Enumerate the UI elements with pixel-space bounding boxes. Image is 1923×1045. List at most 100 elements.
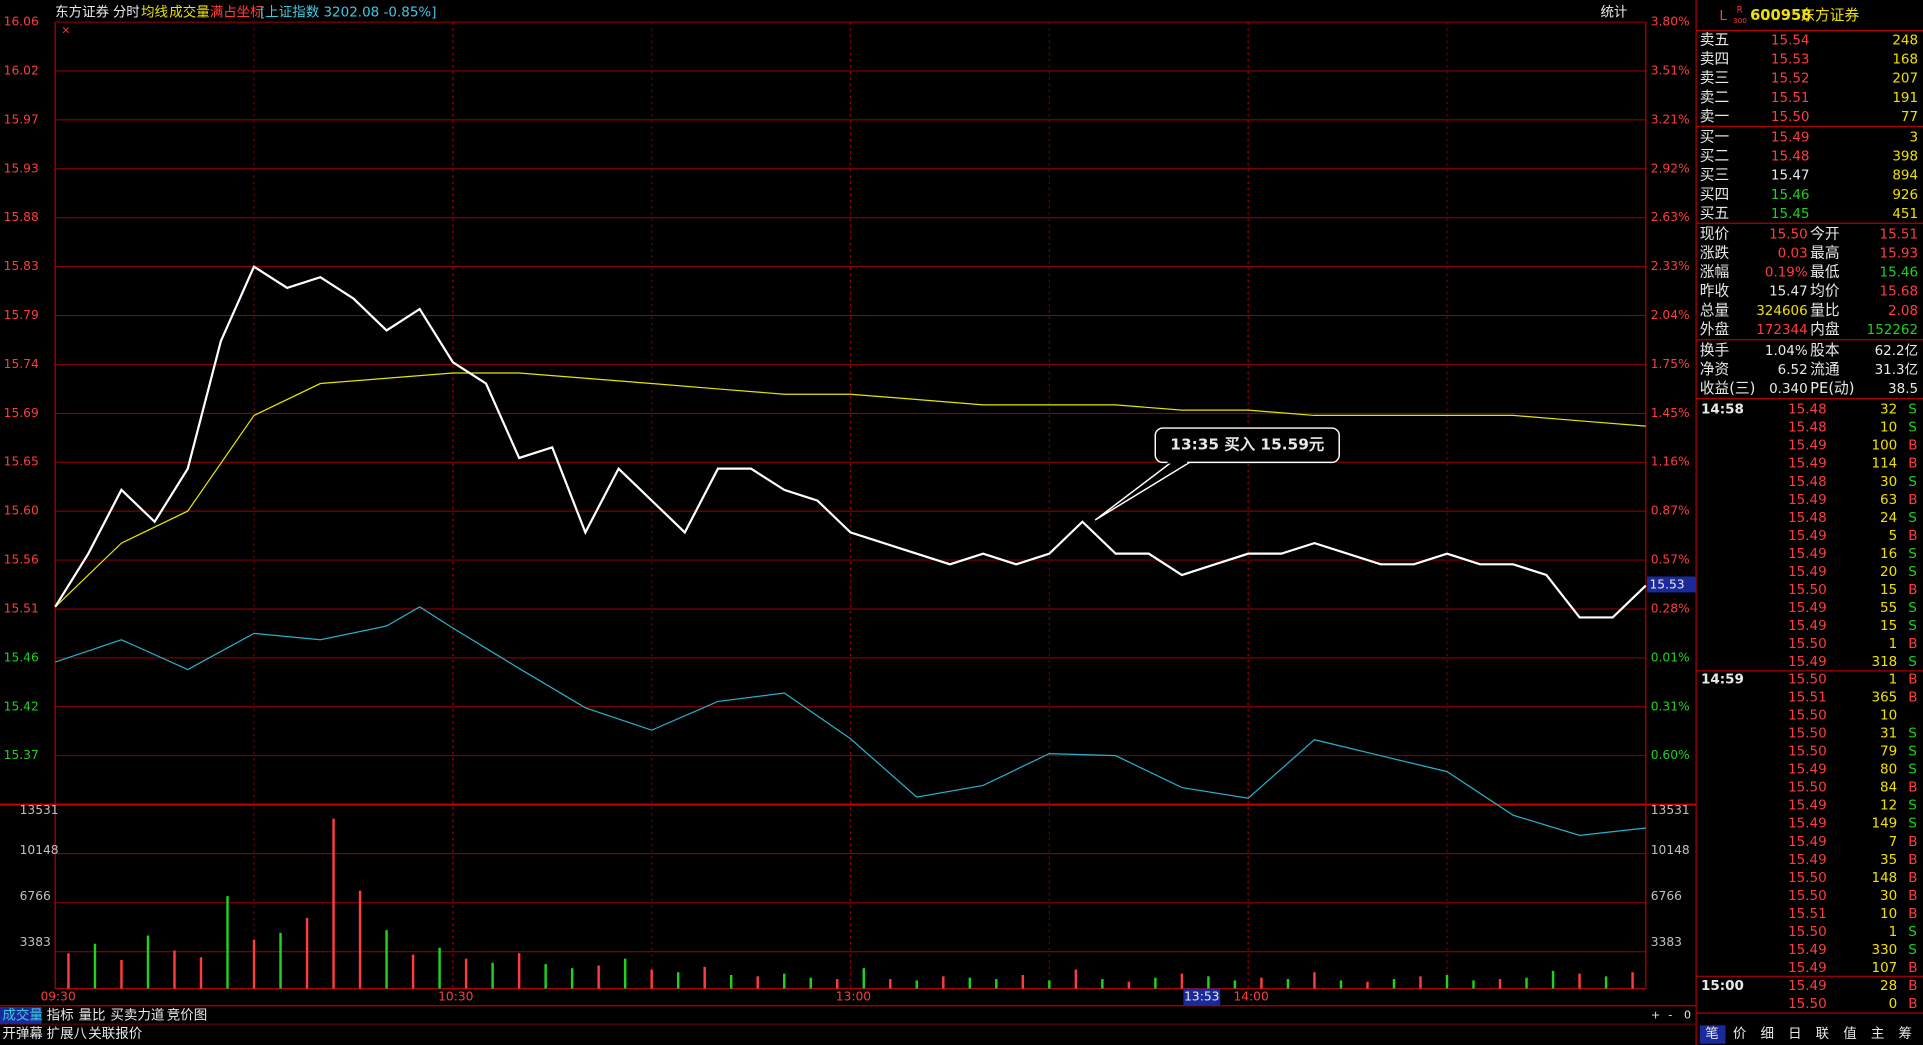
bottom-tab[interactable]: 成交量 xyxy=(2,1007,42,1024)
quote-label: 涨跌 xyxy=(1700,244,1730,261)
tick-volume: 84 xyxy=(1880,780,1897,796)
toolbar-item[interactable]: 满占坐标 xyxy=(210,4,264,20)
book-label: 买三 xyxy=(1700,167,1729,184)
tick-price: 15.50 xyxy=(1788,726,1827,742)
tick-side: B xyxy=(1908,456,1917,472)
bottom-tab[interactable]: 竞价图 xyxy=(167,1007,207,1024)
pct-tick-label: 3.51% xyxy=(1651,63,1690,77)
quote-label: 最低 xyxy=(1810,264,1840,281)
toolbar-item[interactable]: 成交量 xyxy=(169,3,209,20)
close-icon[interactable]: × xyxy=(61,24,70,37)
pct-tick-label: 2.63% xyxy=(1651,210,1690,224)
volume-bar xyxy=(1419,976,1422,989)
current-price-label: 15.53 xyxy=(1650,578,1685,592)
volume-bar xyxy=(1392,979,1396,989)
tick-price: 15.50 xyxy=(1788,744,1827,760)
volume-bar xyxy=(358,890,362,989)
book-label: 买五 xyxy=(1700,205,1729,222)
panel-tab[interactable]: 日 xyxy=(1788,1026,1801,1042)
stats-button[interactable]: 统计 xyxy=(1600,4,1627,20)
toolbar-item[interactable]: 均线 xyxy=(141,4,168,20)
volume-bar xyxy=(1154,977,1157,989)
fund-value: 1.04% xyxy=(1765,343,1808,359)
price-tick-label: 16.06 xyxy=(4,15,39,29)
volume-bar xyxy=(570,968,574,989)
tick-price: 15.50 xyxy=(1788,888,1827,904)
book-price: 15.51 xyxy=(1771,90,1810,106)
panel-tab[interactable]: 值 xyxy=(1843,1026,1856,1042)
book-label: 卖二 xyxy=(1700,89,1729,106)
tick-side: S xyxy=(1908,510,1917,526)
tick-volume: 79 xyxy=(1880,744,1897,760)
volume-tick-label: 10148 xyxy=(20,843,59,857)
time-tick-label: 14:00 xyxy=(1233,990,1268,1004)
tick-side: S xyxy=(1908,798,1917,814)
bottom-tab[interactable]: 买卖力道 xyxy=(110,1008,164,1024)
book-label: 买四 xyxy=(1700,186,1729,203)
bottom-tab[interactable]: 量比 xyxy=(78,1008,105,1024)
tick-volume: 32 xyxy=(1880,402,1897,418)
panel-tab[interactable]: 价 xyxy=(1733,1026,1747,1042)
pct-tick-label: 1.16% xyxy=(1651,455,1690,469)
volume-bar xyxy=(93,943,97,989)
pct-tick-label: 2.92% xyxy=(1651,161,1690,175)
tick-volume: 20 xyxy=(1880,564,1897,580)
tick-volume: 148 xyxy=(1871,870,1897,886)
index-line xyxy=(54,606,1646,837)
zoom-button[interactable]: + xyxy=(1651,1009,1660,1022)
time-tick-label: 09:30 xyxy=(40,990,75,1004)
tick-side: S xyxy=(1908,744,1917,760)
tick-volume: 365 xyxy=(1871,690,1897,706)
volume-bar xyxy=(1604,976,1608,989)
zoom-button[interactable]: - xyxy=(1668,1009,1672,1022)
tick-price: 15.49 xyxy=(1788,546,1827,562)
panel-tab[interactable]: 笔 xyxy=(1705,1026,1718,1042)
tick-volume: 63 xyxy=(1880,492,1897,508)
toolbar-item[interactable]: 分时 xyxy=(113,4,140,20)
tick-price: 15.49 xyxy=(1788,438,1827,454)
tick-volume: 149 xyxy=(1871,816,1897,832)
panel-tab[interactable]: 筹 xyxy=(1898,1025,1911,1042)
bottom-tab[interactable]: 开弹幕 xyxy=(2,1026,43,1042)
fund-value: 6.52 xyxy=(1778,362,1808,378)
book-label: 卖五 xyxy=(1700,31,1729,48)
tick-time: 15:00 xyxy=(1701,978,1744,994)
tick-side: B xyxy=(1908,438,1917,454)
price-tick-label: 15.46 xyxy=(4,650,39,664)
volume-tick-label: 6766 xyxy=(1651,889,1682,903)
zoom-button[interactable]: 0 xyxy=(1684,1009,1691,1022)
fund-label: 流通 xyxy=(1810,361,1840,378)
tick-price: 15.49 xyxy=(1788,960,1827,976)
book-volume: 926 xyxy=(1892,187,1918,203)
quote-value: 15.68 xyxy=(1879,284,1918,300)
bottom-tab[interactable]: 关联报价 xyxy=(88,1026,142,1042)
tick-side: B xyxy=(1908,978,1917,994)
tick-price: 15.49 xyxy=(1788,798,1827,814)
bottom-tab[interactable]: 指标 xyxy=(47,1008,74,1024)
quote-label: 昨收 xyxy=(1700,283,1730,300)
panel-tab[interactable]: 细 xyxy=(1760,1026,1773,1042)
quote-value: 15.93 xyxy=(1879,245,1918,261)
annotation-box xyxy=(1154,427,1340,464)
bottom-tab[interactable]: 扩展八 xyxy=(47,1026,88,1042)
panel-tab[interactable]: 联 xyxy=(1816,1026,1830,1042)
tick-price: 15.48 xyxy=(1788,474,1827,490)
stock-prefix: L xyxy=(1719,8,1727,24)
volume-bar xyxy=(1498,979,1502,989)
book-price: 15.50 xyxy=(1771,109,1810,125)
index-info: [上证指数 3202.08 -0.85%] xyxy=(260,4,436,20)
volume-bar xyxy=(756,976,759,989)
panel-tab[interactable]: 主 xyxy=(1871,1026,1884,1042)
cursor-time-box xyxy=(1183,988,1221,1006)
book-price: 15.49 xyxy=(1771,129,1810,145)
volume-bar xyxy=(942,976,945,989)
cursor-time-label: 13:53 xyxy=(1184,990,1219,1004)
pct-tick-label: 0.57% xyxy=(1651,553,1690,567)
volume-bar xyxy=(836,979,839,989)
volume-bar xyxy=(1339,980,1343,989)
quote-label: 现价 xyxy=(1700,225,1730,242)
price-tick-label: 15.74 xyxy=(4,357,39,371)
book-label: 买二 xyxy=(1700,148,1729,165)
tick-price: 15.51 xyxy=(1788,906,1827,922)
